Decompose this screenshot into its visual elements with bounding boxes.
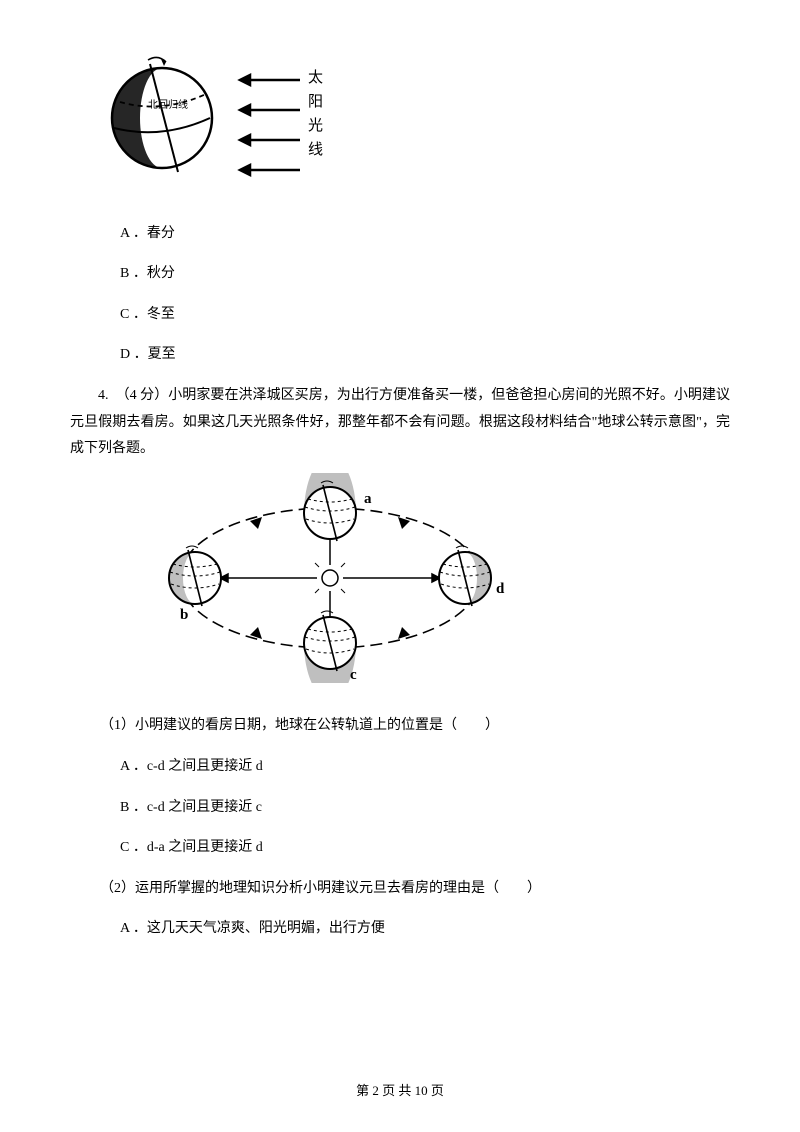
svg-text:线: 线 [308,141,323,158]
svg-text:d: d [496,581,505,597]
q3-option-a[interactable]: A ．春分 [120,221,730,248]
figure-earth-revolution: a b c d [150,473,730,694]
q4-sub1-option-c[interactable]: C ．d-a 之间且更接近 d [120,835,730,862]
svg-text:太: 太 [308,69,323,86]
q4-sub2: （2）运用所掌握的地理知识分析小明建议元旦去看房的理由是（ ） [100,876,730,903]
svg-text:光: 光 [308,117,323,134]
page-footer: 第 2 页 共 10 页 [0,1079,800,1104]
q4-sub2-option-a[interactable]: A ．这几天天气凉爽、阳光明媚，出行方便 [120,916,730,943]
q4-sub1-option-a[interactable]: A ．c-d 之间且更接近 d [120,754,730,781]
svg-text:b: b [180,607,188,623]
figure-earth-sunlight: 北回归线 太 阳 光 线 [100,40,730,201]
tropic-label: 北回归线 [148,98,188,111]
q3-option-b[interactable]: B ．秋分 [120,261,730,288]
q4-sub1: （1）小明建议的看房日期，地球在公转轨道上的位置是（ ） [100,713,730,740]
q3-option-c[interactable]: C ．冬至 [120,302,730,329]
q4-sub1-option-b[interactable]: B ．c-d 之间且更接近 c [120,795,730,822]
svg-text:c: c [350,667,357,683]
svg-text:阳: 阳 [308,93,323,110]
svg-text:a: a [364,491,372,507]
q3-option-d[interactable]: D ．夏至 [120,342,730,369]
q4-stem: 4. （4 分）小明家要在洪泽城区买房，为出行方便准备买一楼，但爸爸担心房间的光… [70,383,730,463]
